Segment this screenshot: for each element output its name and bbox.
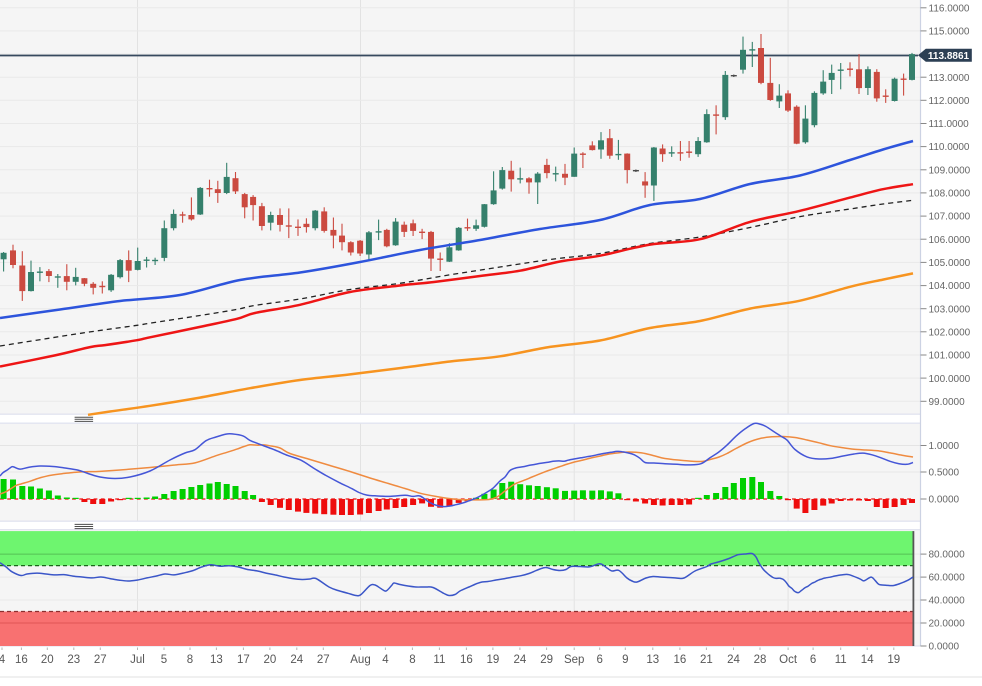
svg-text:80.0000: 80.0000 <box>929 550 966 561</box>
svg-text:108.0000: 108.0000 <box>929 189 971 200</box>
svg-text:0.5000: 0.5000 <box>929 468 960 479</box>
svg-text:17: 17 <box>237 654 250 666</box>
svg-text:4: 4 <box>382 654 389 666</box>
svg-text:40.0000: 40.0000 <box>929 596 966 607</box>
svg-text:1.0000: 1.0000 <box>929 441 960 452</box>
svg-text:0.0000: 0.0000 <box>929 495 960 506</box>
svg-text:6: 6 <box>810 654 816 666</box>
svg-text:104.0000: 104.0000 <box>929 281 971 292</box>
svg-text:23: 23 <box>67 654 80 666</box>
svg-text:109.0000: 109.0000 <box>929 165 971 176</box>
svg-text:24: 24 <box>290 654 303 666</box>
svg-text:113.0000: 113.0000 <box>929 73 970 84</box>
svg-text:16: 16 <box>15 654 28 666</box>
svg-text:11: 11 <box>433 654 445 666</box>
svg-text:Sep: Sep <box>564 654 584 666</box>
svg-text:105.0000: 105.0000 <box>929 258 971 269</box>
svg-text:27: 27 <box>94 654 107 666</box>
svg-text:14: 14 <box>861 654 874 666</box>
svg-text:115.0000: 115.0000 <box>929 27 970 38</box>
svg-text:116.0000: 116.0000 <box>929 3 970 14</box>
svg-text:4: 4 <box>0 654 6 666</box>
svg-text:Aug: Aug <box>350 654 370 666</box>
svg-text:112.0000: 112.0000 <box>929 96 970 107</box>
svg-text:99.0000: 99.0000 <box>929 397 966 408</box>
svg-text:19: 19 <box>487 654 500 666</box>
svg-text:20: 20 <box>41 654 54 666</box>
svg-text:29: 29 <box>540 654 553 666</box>
svg-text:16: 16 <box>674 654 687 666</box>
svg-text:100.0000: 100.0000 <box>929 374 971 385</box>
svg-text:20.0000: 20.0000 <box>929 619 966 630</box>
svg-text:106.0000: 106.0000 <box>929 235 971 246</box>
svg-text:11: 11 <box>835 654 847 666</box>
svg-text:5: 5 <box>161 654 167 666</box>
svg-text:101.0000: 101.0000 <box>929 351 971 362</box>
svg-text:Jul: Jul <box>130 654 145 666</box>
svg-text:Oct: Oct <box>779 654 798 666</box>
svg-text:24: 24 <box>727 654 740 666</box>
svg-text:60.0000: 60.0000 <box>929 573 966 584</box>
svg-text:13: 13 <box>646 654 659 666</box>
svg-text:19: 19 <box>887 654 900 666</box>
svg-text:27: 27 <box>317 654 330 666</box>
svg-text:0.0000: 0.0000 <box>929 642 960 653</box>
svg-text:21: 21 <box>700 654 713 666</box>
svg-text:110.0000: 110.0000 <box>929 142 970 153</box>
svg-text:6: 6 <box>596 654 602 666</box>
svg-text:9: 9 <box>622 654 628 666</box>
svg-text:13: 13 <box>210 654 223 666</box>
svg-text:113.8861: 113.8861 <box>928 51 970 62</box>
svg-text:16: 16 <box>460 654 473 666</box>
svg-text:103.0000: 103.0000 <box>929 304 971 315</box>
svg-text:8: 8 <box>187 654 193 666</box>
svg-text:8: 8 <box>409 654 415 666</box>
svg-text:28: 28 <box>754 654 767 666</box>
svg-text:102.0000: 102.0000 <box>929 327 971 338</box>
svg-text:107.0000: 107.0000 <box>929 212 971 223</box>
svg-text:20: 20 <box>264 654 277 666</box>
svg-text:111.0000: 111.0000 <box>929 119 970 130</box>
svg-text:24: 24 <box>514 654 527 666</box>
